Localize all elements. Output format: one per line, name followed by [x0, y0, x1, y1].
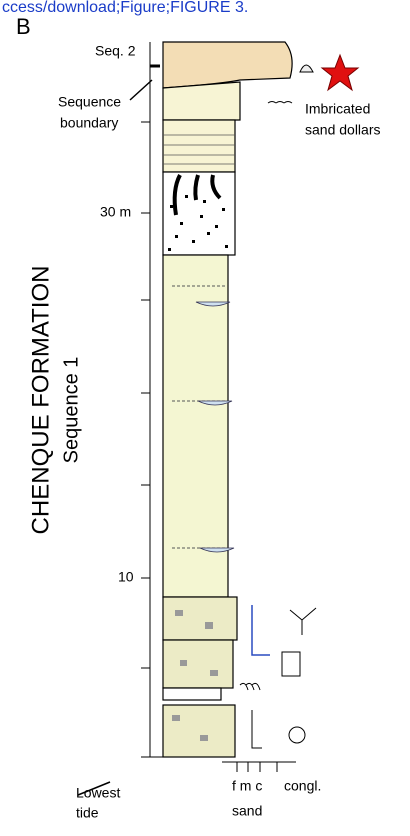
tide-label: Lowest: [76, 785, 120, 801]
formation-label: CHENQUE FORMATION: [27, 266, 54, 535]
sand-label: sand: [232, 803, 262, 819]
tide-label: tide: [76, 805, 99, 821]
header-link[interactable]: ccess/download;Figure;FIGURE 3.: [2, 0, 248, 16]
seq2-label: Seq. 2: [95, 43, 136, 59]
grain-label: f m c: [232, 778, 262, 794]
panel-label: B: [16, 14, 31, 39]
figure: ccess/download;Figure;FIGURE 3. B: [0, 0, 410, 836]
imbricated-label: sand dollars: [305, 122, 381, 138]
depth-axis: [141, 42, 163, 757]
sequence-label: Sequence 1: [60, 357, 82, 464]
boundary-label: Sequence: [58, 94, 121, 110]
depth-label: 10: [118, 569, 134, 585]
depth-label: 30 m: [100, 204, 131, 220]
column: [163, 42, 292, 757]
imbricated-label: Imbricated: [305, 101, 370, 117]
symbols: [240, 55, 358, 748]
grain-label: congl.: [284, 778, 321, 794]
boundary-label: boundary: [60, 115, 118, 131]
